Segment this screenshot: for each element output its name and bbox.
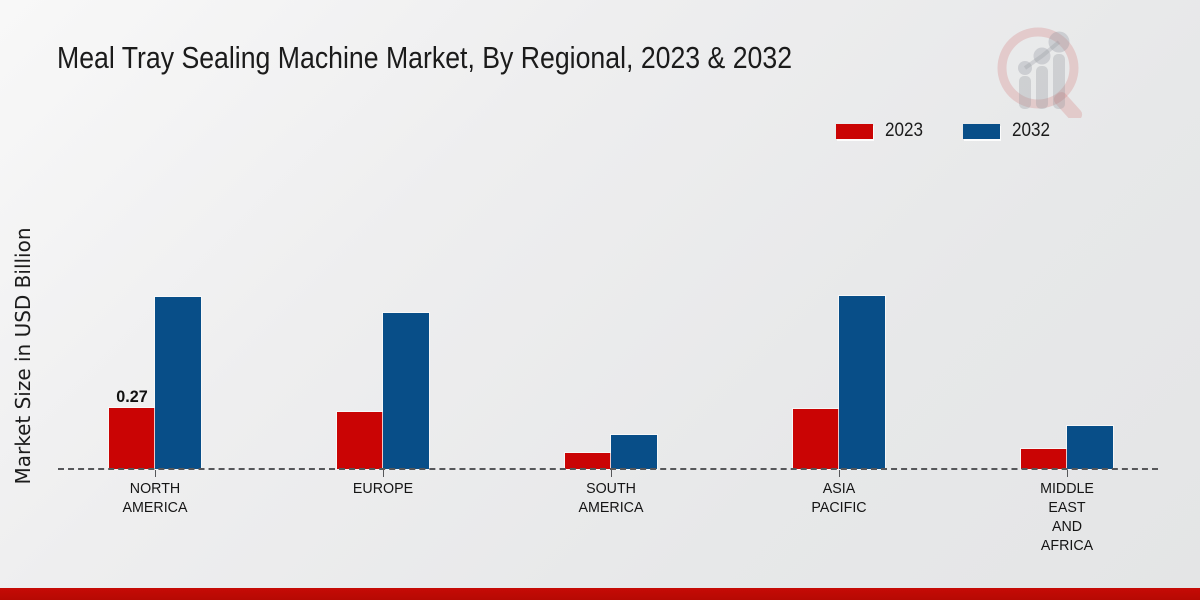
legend: 2023 2032: [836, 120, 1055, 142]
bar-2023-north-america: [108, 407, 156, 470]
x-axis-tick-middle-east-and-africa: [1067, 470, 1068, 477]
bar-2023-asia-pacific: [792, 408, 840, 470]
legend-swatch-2023: [836, 123, 873, 139]
legend-item-2023: 2023: [836, 120, 927, 142]
market-research-logo-watermark: [997, 27, 1083, 118]
bar-2032-asia-pacific: [838, 295, 886, 470]
x-axis-label-middle-east-and-africa: MIDDLE EAST AND AFRICA: [1040, 480, 1094, 554]
legend-label-2032: 2032: [1012, 120, 1051, 141]
bar-value-label-north-america: 0.27: [116, 387, 148, 406]
x-axis-label-asia-pacific: ASIA PACIFIC: [811, 480, 867, 516]
legend-swatch-2032: [963, 123, 1001, 139]
bar-2032-south-america: [610, 434, 658, 470]
bar-2032-north-america: [154, 296, 202, 470]
chart-title: Meal Tray Sealing Machine Market, By Reg…: [57, 40, 793, 75]
x-axis-tick-asia-pacific: [839, 470, 840, 477]
x-axis-label-north-america: NORTH AMERICA: [122, 480, 188, 516]
x-axis-tick-europe: [383, 470, 384, 477]
x-axis-label-south-america: SOUTH AMERICA: [578, 480, 644, 516]
bar-2023-south-america: [564, 452, 612, 470]
bar-2032-europe: [382, 312, 430, 470]
bar-2023-europe: [336, 411, 384, 470]
legend-label-2023: 2023: [885, 120, 924, 141]
bottom-red-banner: [0, 588, 1200, 600]
y-axis-label: Market Size in USD Billion: [11, 227, 35, 485]
x-axis-tick-south-america: [611, 470, 612, 477]
bar-2023-middle-east-and-africa: [1020, 448, 1068, 470]
x-axis-tick-north-america: [155, 470, 156, 477]
legend-item-2032: 2032: [963, 120, 1054, 142]
x-axis-baseline: [58, 468, 1158, 470]
bar-2032-middle-east-and-africa: [1066, 425, 1114, 470]
x-axis-label-europe: EUROPE: [352, 480, 414, 497]
